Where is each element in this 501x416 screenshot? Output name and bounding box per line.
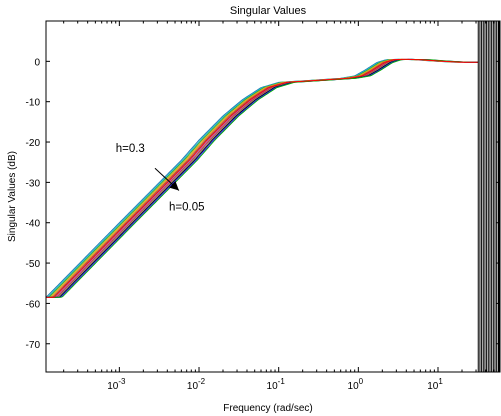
y-tick-label: -50 <box>26 259 41 270</box>
series-line <box>46 58 479 298</box>
x-tick-label: 10-2 <box>187 377 206 392</box>
vertical-lines-group <box>477 21 500 372</box>
y-tick-label: -10 <box>26 98 41 109</box>
x-tick-label: 100 <box>348 377 364 392</box>
highlight-series-line <box>46 58 479 298</box>
x-tick-label: 10-1 <box>267 377 286 392</box>
y-tick-label: -40 <box>26 219 41 230</box>
y-axis-label: Singular Values (dB) <box>7 151 18 242</box>
y-tick-label: -60 <box>26 299 41 310</box>
x-tick-label: 10-3 <box>107 377 126 392</box>
y-tick-label: -20 <box>26 138 41 149</box>
x-axis-ticks: 10-3 10-2 10-1 100 101 <box>63 21 501 392</box>
x-axis-label: Frequency (rad/sec) <box>223 403 312 414</box>
y-tick-label: 0 <box>34 57 40 68</box>
y-axis-ticks: 0 -10 -20 -30 -40 -50 -60 -70 <box>26 57 500 351</box>
x-tick-label: 101 <box>427 377 443 392</box>
series-group <box>45 58 479 298</box>
y-tick-label: -30 <box>26 178 41 189</box>
annotation-arrow-head <box>169 181 179 191</box>
annotations-group: h=0.3 h=0.05 <box>116 143 205 214</box>
chart-title: Singular Values <box>230 5 307 17</box>
annotation-h-low: h=0.05 <box>169 202 205 214</box>
plot-frame <box>45 20 501 373</box>
y-tick-label: -70 <box>26 340 41 351</box>
annotation-h-high: h=0.3 <box>116 143 145 155</box>
